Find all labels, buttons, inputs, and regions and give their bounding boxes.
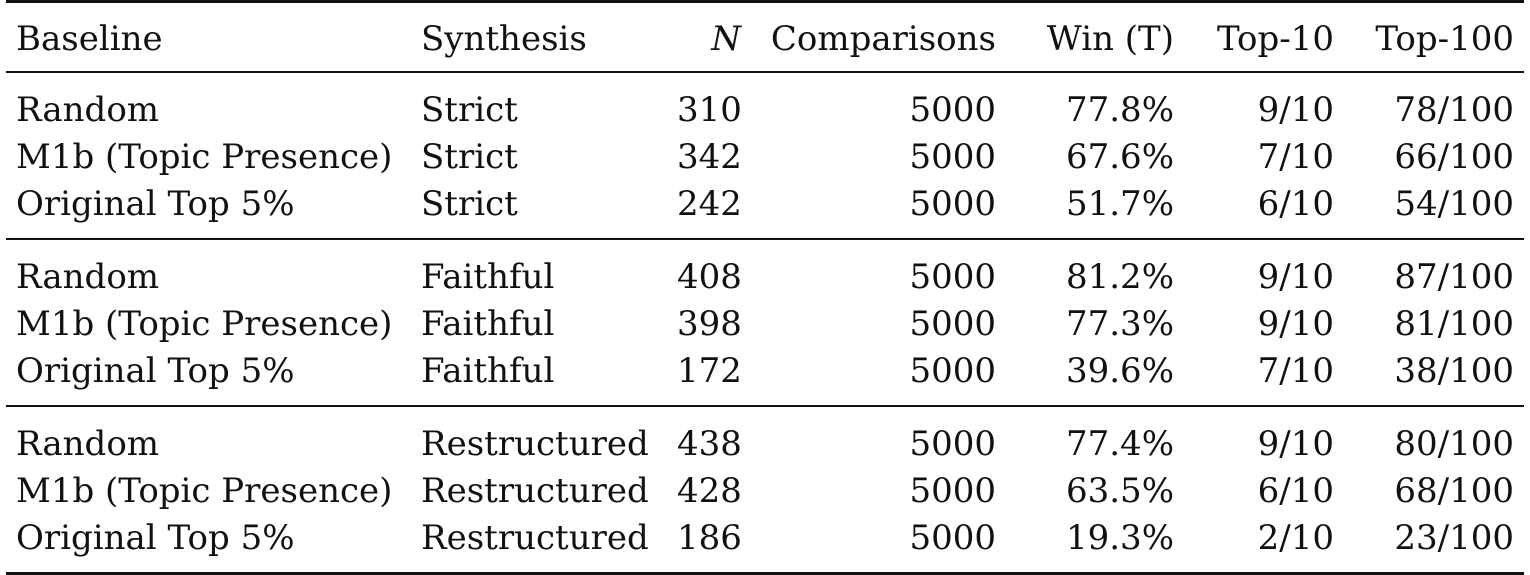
cell-win: 51.7% bbox=[1065, 184, 1174, 224]
header-comparisons: Comparisons bbox=[751, 0, 1006, 72]
cell-n: 310 bbox=[667, 71, 751, 134]
cell-n: 242 bbox=[677, 184, 742, 224]
cell-top100: 80/100 bbox=[1344, 405, 1524, 468]
table-row: M1b (Topic Presence) Faithful 398 5000 77.3%… bbox=[6, 301, 1524, 348]
table-row: Random Faithful 408 5000 81.2% 9/10 87/100 bbox=[6, 238, 1524, 301]
cell-top100: 38/100 bbox=[1394, 351, 1514, 391]
cell-comparisons: 5000 bbox=[909, 304, 996, 344]
cell-baseline: M1b (Topic Presence) bbox=[16, 137, 393, 177]
header-n: N bbox=[667, 0, 751, 72]
cell-comparisons: 5000 bbox=[751, 405, 1006, 468]
header-synthesis: Synthesis bbox=[411, 0, 667, 72]
cell-n: 438 bbox=[667, 405, 751, 468]
cell-synthesis: Restructured bbox=[421, 471, 649, 511]
cell-top10: 9/10 bbox=[1257, 304, 1334, 344]
cell-comparisons: 5000 bbox=[909, 351, 996, 391]
cell-win: 77.3% bbox=[1065, 304, 1174, 344]
cell-baseline: Original Top 5% bbox=[16, 184, 295, 224]
cell-n: 342 bbox=[677, 137, 742, 177]
cell-win: 81.2% bbox=[1006, 238, 1184, 301]
cell-win: 19.3% bbox=[1006, 515, 1184, 575]
cell-synthesis: Restructured bbox=[411, 515, 667, 575]
table-row: M1b (Topic Presence) Strict 342 5000 67.6% 7/… bbox=[6, 134, 1524, 181]
table-row: M1b (Topic Presence) Restructured 428 5000 6… bbox=[6, 468, 1524, 515]
cell-top10: 6/10 bbox=[1257, 471, 1334, 511]
cell-win: 63.5% bbox=[1065, 471, 1174, 511]
table-row: Original Top 5% Restructured 186 5000 19.3% 2… bbox=[6, 515, 1524, 575]
cell-synthesis: Faithful bbox=[421, 304, 555, 344]
cell-baseline: Random bbox=[6, 238, 411, 301]
cell-top10: 9/10 bbox=[1184, 405, 1344, 468]
cell-n: 398 bbox=[677, 304, 742, 344]
header-win: Win (T) bbox=[1006, 0, 1184, 72]
table-row: Random Restructured 438 5000 77.4% 9/10 80/100 bbox=[6, 405, 1524, 468]
cell-top100: 78/100 bbox=[1344, 71, 1524, 134]
cell-top100: 87/100 bbox=[1344, 238, 1524, 301]
cell-top10: 9/10 bbox=[1184, 238, 1344, 301]
cell-comparisons: 5000 bbox=[909, 184, 996, 224]
cell-win: 39.6% bbox=[1065, 351, 1174, 391]
cell-comparisons: 5000 bbox=[751, 238, 1006, 301]
cell-synthesis: Strict bbox=[421, 137, 518, 177]
cell-n: 428 bbox=[677, 471, 742, 511]
table-header-row: Baseline Synthesis N Comparisons Win (T)… bbox=[6, 0, 1524, 72]
results-table-container: Baseline Synthesis N Comparisons Win (T)… bbox=[6, 0, 1524, 575]
cell-baseline: Random bbox=[6, 71, 411, 134]
results-table: Baseline Synthesis N Comparisons Win (T)… bbox=[6, 0, 1524, 575]
cell-n: 186 bbox=[667, 515, 751, 575]
cell-top100: 81/100 bbox=[1394, 304, 1514, 344]
cell-comparisons: 5000 bbox=[751, 71, 1006, 134]
cell-synthesis: Faithful bbox=[421, 351, 555, 391]
cell-top100: 66/100 bbox=[1394, 137, 1514, 177]
cell-top100: 68/100 bbox=[1394, 471, 1514, 511]
cell-synthesis: Strict bbox=[411, 71, 667, 134]
cell-top100: 23/100 bbox=[1344, 515, 1524, 575]
cell-baseline: Original Top 5% bbox=[16, 351, 295, 391]
table-row: Original Top 5% Faithful 172 5000 39.6% 7/10 3… bbox=[6, 348, 1524, 406]
table-body: Random Strict 310 5000 77.8% 9/10 78/100 M1b (T… bbox=[6, 71, 1524, 575]
cell-baseline: M1b (Topic Presence) bbox=[16, 304, 393, 344]
cell-top10: 7/10 bbox=[1257, 351, 1334, 391]
cell-top100: 54/100 bbox=[1394, 184, 1514, 224]
header-baseline: Baseline bbox=[6, 0, 411, 72]
cell-n: 172 bbox=[677, 351, 742, 391]
table-row: Random Strict 310 5000 77.8% 9/10 78/100 bbox=[6, 71, 1524, 134]
cell-top10: 7/10 bbox=[1257, 137, 1334, 177]
cell-n: 408 bbox=[667, 238, 751, 301]
cell-top10: 9/10 bbox=[1184, 71, 1344, 134]
cell-win: 77.4% bbox=[1006, 405, 1184, 468]
cell-comparisons: 5000 bbox=[751, 515, 1006, 575]
cell-baseline: Random bbox=[6, 405, 411, 468]
cell-top10: 6/10 bbox=[1257, 184, 1334, 224]
cell-comparisons: 5000 bbox=[909, 471, 996, 511]
cell-synthesis: Strict bbox=[421, 184, 518, 224]
cell-baseline: Original Top 5% bbox=[6, 515, 411, 575]
header-top10: Top-10 bbox=[1184, 0, 1344, 72]
cell-win: 67.6% bbox=[1065, 137, 1174, 177]
table-row: Original Top 5% Strict 242 5000 51.7% 6/10 54/… bbox=[6, 181, 1524, 239]
cell-baseline: M1b (Topic Presence) bbox=[16, 471, 393, 511]
cell-comparisons: 5000 bbox=[909, 137, 996, 177]
header-top100: Top-100 bbox=[1344, 0, 1524, 72]
cell-win: 77.8% bbox=[1006, 71, 1184, 134]
cell-synthesis: Faithful bbox=[411, 238, 667, 301]
cell-synthesis: Restructured bbox=[411, 405, 667, 468]
cell-top10: 2/10 bbox=[1184, 515, 1344, 575]
